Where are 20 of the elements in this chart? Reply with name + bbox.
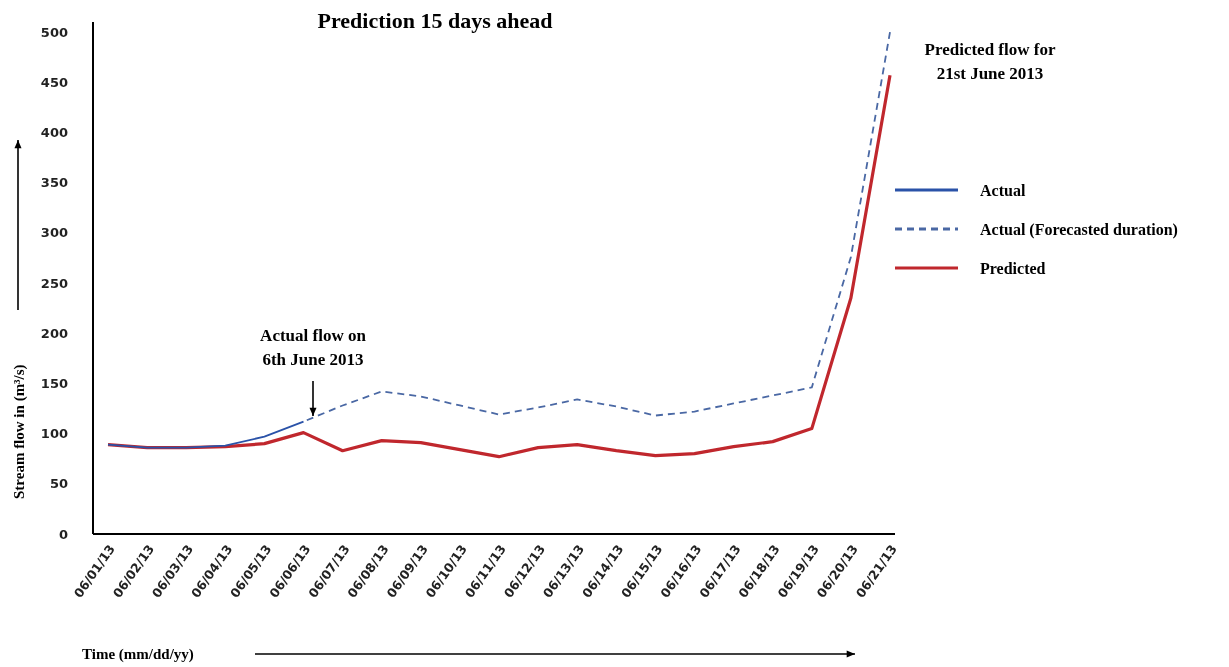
y-tick-label: 350	[40, 175, 68, 191]
line-series	[107, 420, 305, 449]
y-tick-label: 200	[40, 325, 68, 341]
x-axis-title: Time (mm/dd/yy)	[82, 646, 194, 663]
legend-label: Actual (Forecasted duration)	[980, 220, 1178, 239]
chart-title: Prediction 15 days ahead	[317, 8, 553, 33]
legend-label: Actual	[980, 181, 1026, 199]
y-tick-label: 500	[40, 24, 68, 40]
y-tick-label: 300	[40, 225, 68, 241]
legend-label: Predicted	[980, 259, 1046, 277]
y-axis-title: Stream flow in (m³/s)	[11, 364, 28, 499]
annotation: Predicted flow for 21st June 2013	[924, 40, 1056, 84]
y-tick-label: 0	[58, 526, 68, 542]
y-tick-label: 50	[49, 476, 68, 492]
y-tick-label: 250	[40, 275, 68, 291]
annotation: Actual flow on 6th June 2013	[260, 326, 367, 369]
y-tick-label: 150	[40, 375, 68, 391]
y-tick-label: 100	[40, 426, 68, 442]
y-tick-label: 450	[40, 74, 68, 90]
y-tick-label: 400	[40, 124, 68, 140]
